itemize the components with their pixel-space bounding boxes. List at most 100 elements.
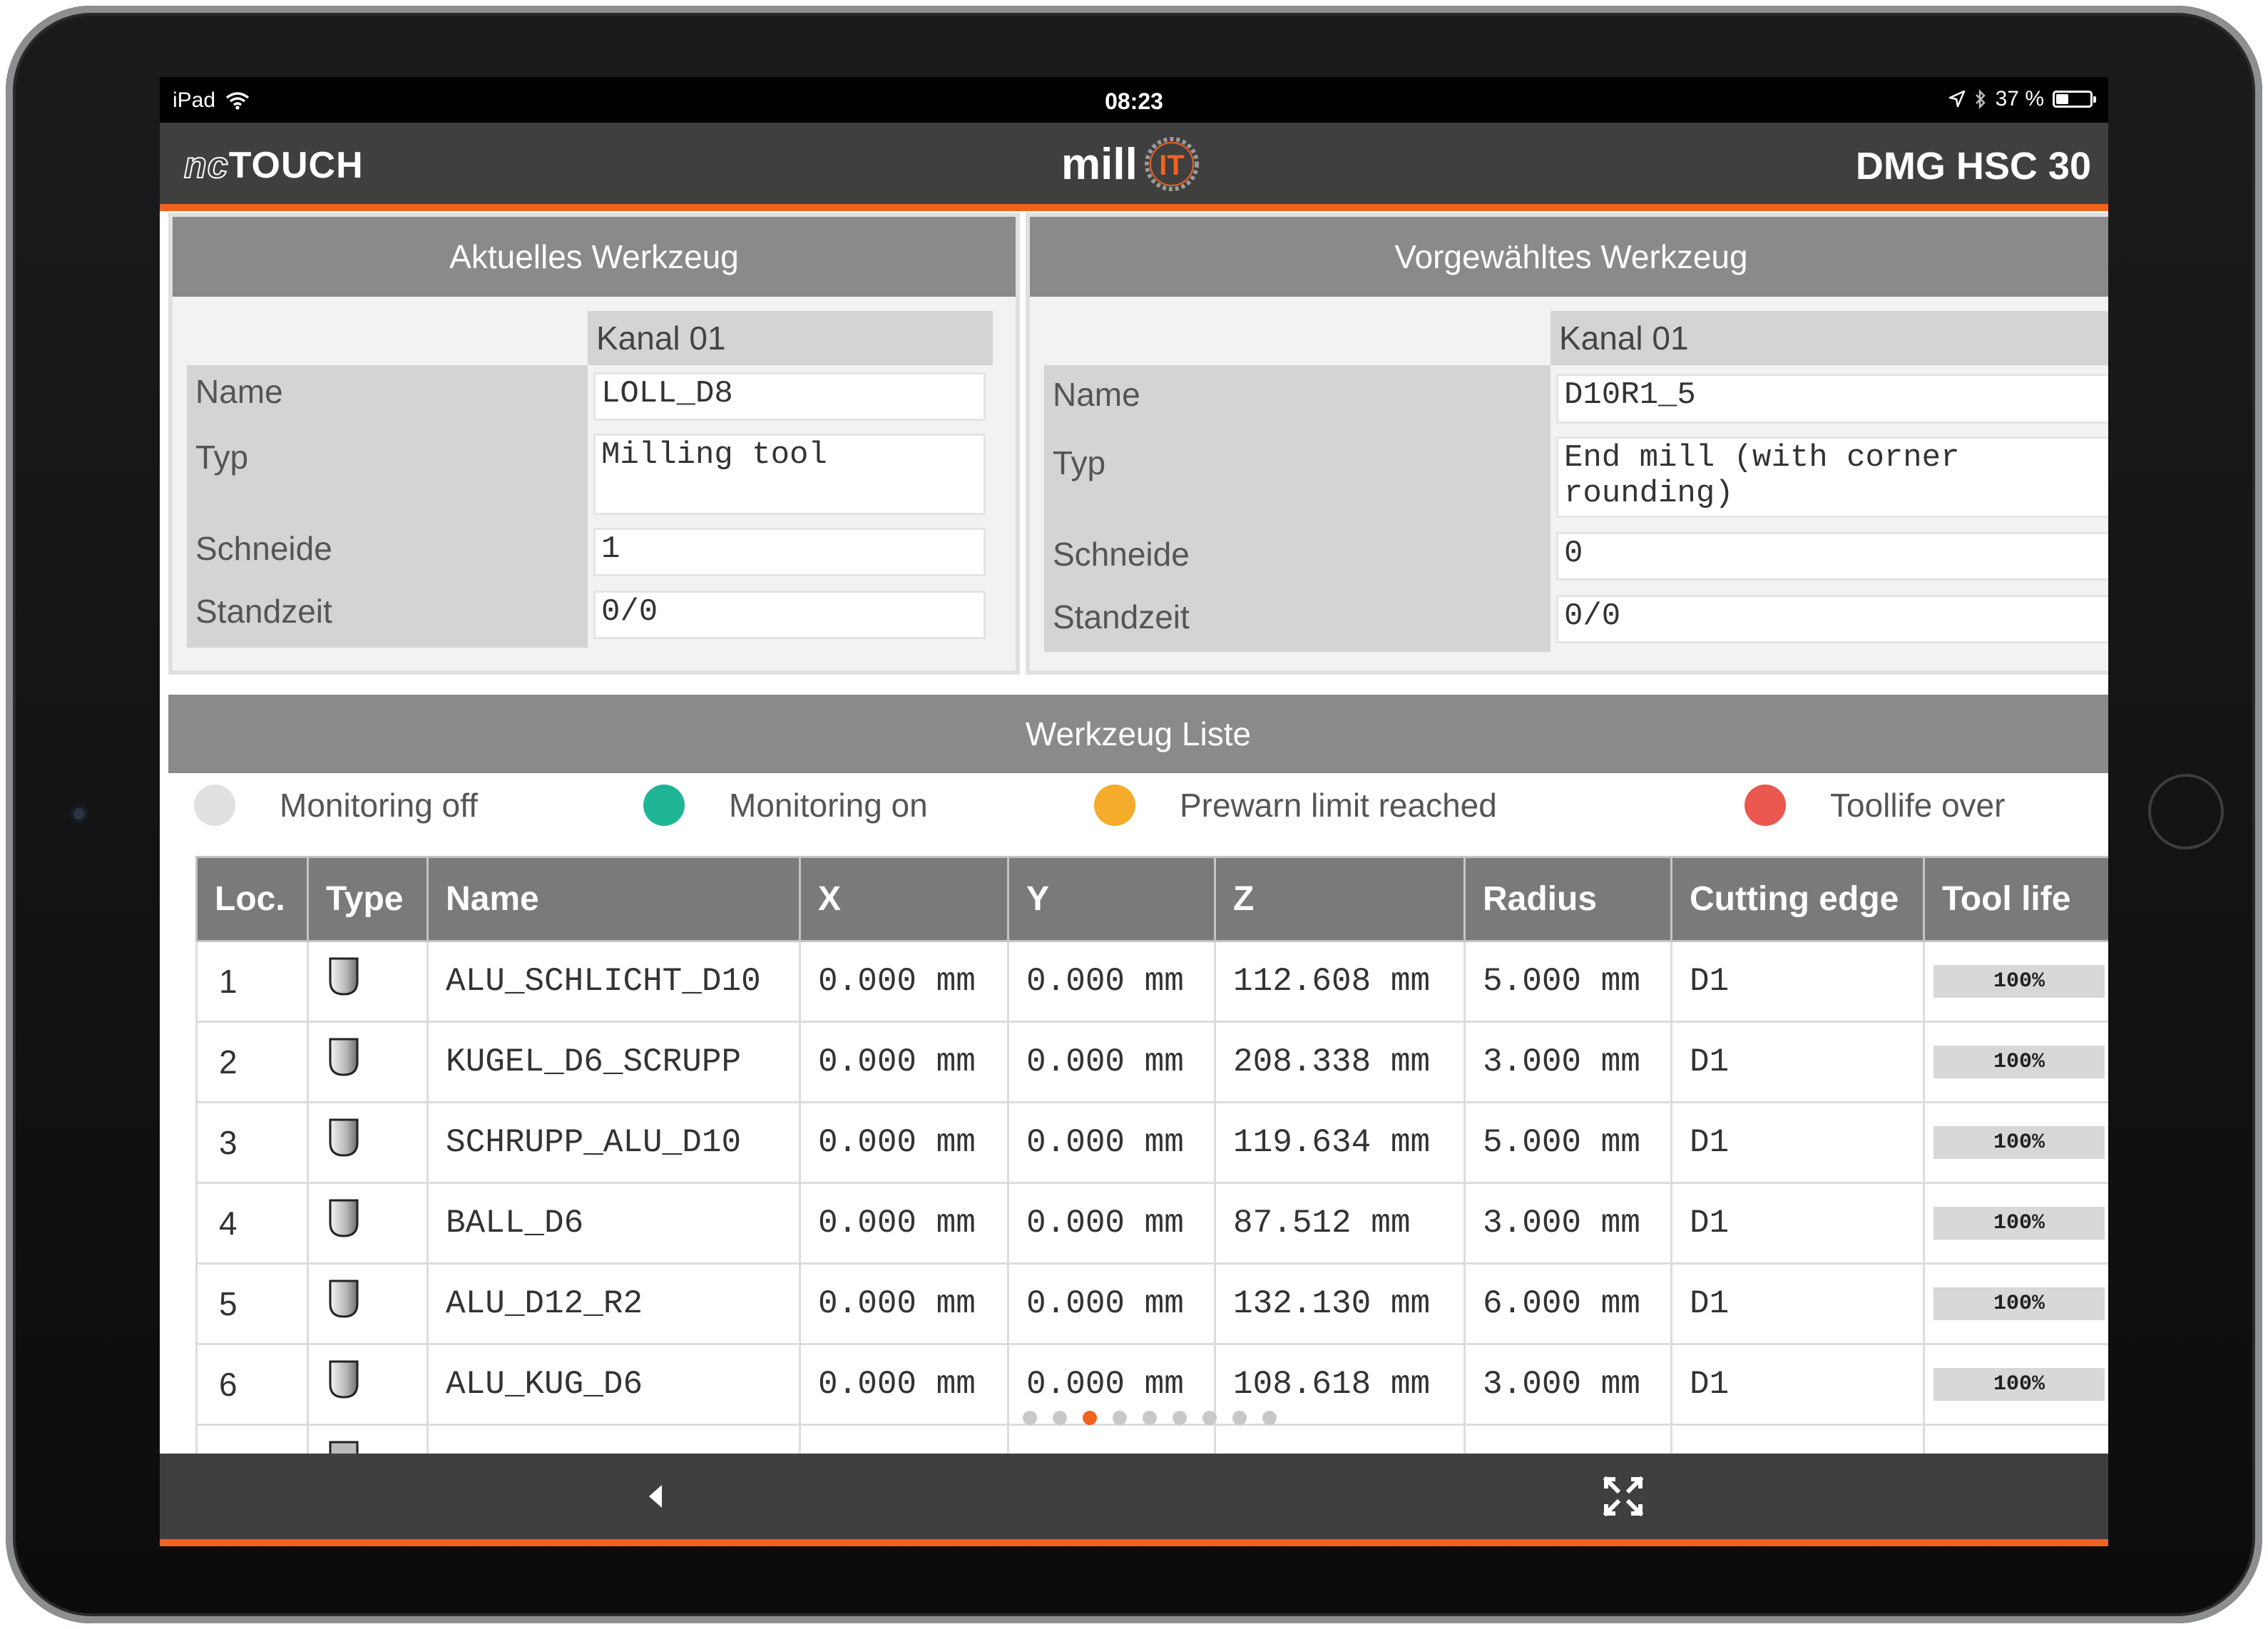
edge-label: Schneide bbox=[1053, 536, 1190, 573]
column-header-radius[interactable]: Radius bbox=[1464, 856, 1672, 942]
cell-type bbox=[307, 1101, 429, 1184]
empty-cell bbox=[1214, 1424, 1466, 1454]
current-tool-panel: Aktuelles Werkzeug Kanal 01 Name Typ Sch… bbox=[168, 213, 1020, 675]
table-row[interactable]: 2 KUGEL_D6_SCRUPP 0.000 mm 0.000 mm 208.338 … bbox=[195, 1021, 2108, 1103]
column-header-y[interactable]: Y bbox=[1007, 856, 1216, 942]
page-dot[interactable] bbox=[1262, 1411, 1277, 1425]
location-icon bbox=[1948, 90, 1965, 108]
cell-tool-life: 100% bbox=[1923, 1101, 2108, 1184]
cell-radius: 5.000 mm bbox=[1464, 940, 1672, 1023]
cell-name: ALU_KUG_D6 bbox=[426, 1343, 801, 1426]
cell-radius: 6.000 mm bbox=[1464, 1262, 1672, 1345]
front-camera bbox=[70, 805, 88, 823]
column-header-tool-life[interactable]: Tool life bbox=[1923, 856, 2108, 942]
end-mill-icon bbox=[329, 1280, 359, 1318]
legend-label: Monitoring off bbox=[280, 787, 478, 824]
legend-toollife-over: Toollife over bbox=[1745, 785, 2005, 826]
tool-life-bar: 100% bbox=[1934, 1287, 2105, 1320]
page-dot[interactable] bbox=[1113, 1411, 1127, 1425]
selected-tool-life-field: 0/0 bbox=[1556, 595, 2108, 643]
millit-logo: mill IT bbox=[1061, 133, 1202, 195]
cell-z: 108.618 mm bbox=[1214, 1343, 1466, 1426]
cell-x: 0.000 mm bbox=[799, 1343, 1009, 1426]
table-row[interactable]: 3 SCHRUPP_ALU_D10 0.000 mm 0.000 mm 119.634 … bbox=[195, 1101, 2108, 1184]
page-dot[interactable] bbox=[1143, 1411, 1157, 1425]
legend-label: Prewarn limit reached bbox=[1180, 787, 1497, 824]
cell-tool-life: 100% bbox=[1923, 940, 2108, 1023]
empty-cell bbox=[307, 1424, 429, 1454]
table-row[interactable]: 4 BALL_D6 0.000 mm 0.000 mm 87.512 mm 3.000 m… bbox=[195, 1182, 2108, 1265]
monitoring-off-dot bbox=[194, 785, 235, 826]
cell-edge: D1 bbox=[1670, 1021, 1925, 1103]
cell-x: 0.000 mm bbox=[799, 1021, 1009, 1103]
current-tool-labels: Name Typ Schneide Standzeit bbox=[187, 365, 588, 648]
table-row[interactable]: 6 ALU_KUG_D6 0.000 mm 0.000 mm 108.618 mm 3.0… bbox=[195, 1343, 2108, 1426]
cell-z: 87.512 mm bbox=[1214, 1182, 1466, 1265]
cell-loc: 2 bbox=[195, 1021, 309, 1103]
millit-logo-mark: IT bbox=[1159, 150, 1185, 181]
empty-cell bbox=[1923, 1424, 2108, 1454]
page-indicator[interactable] bbox=[1023, 1411, 1277, 1425]
edge-label: Schneide bbox=[195, 530, 332, 567]
app-header: ncTOUCH mill IT DMG HSC 30 bbox=[160, 123, 2108, 211]
legend-label: Monitoring on bbox=[729, 787, 928, 824]
table-row[interactable]: 1 ALU_SCHLICHT_D10 0.000 mm 0.000 mm 112.608… bbox=[195, 940, 2108, 1023]
column-header-loc[interactable]: Loc. bbox=[195, 856, 309, 942]
legend-monitoring-off: Monitoring off bbox=[194, 785, 478, 826]
page-dot[interactable] bbox=[1232, 1411, 1247, 1425]
bottom-toolbar bbox=[160, 1454, 2108, 1546]
chevron-left-icon[interactable] bbox=[635, 1475, 678, 1518]
legend-label: Toollife over bbox=[1830, 787, 2006, 824]
empty-cell bbox=[1007, 1424, 1216, 1454]
tool-table-container[interactable]: Loc. Type Name X Y Z Radius Cutting edge… bbox=[195, 856, 2108, 1454]
tool-life-bar: 100% bbox=[1934, 1207, 2105, 1240]
tool-life-bar: 100% bbox=[1934, 1368, 2105, 1401]
tool-list-title: Werkzeug Liste bbox=[168, 695, 2108, 773]
table-row[interactable]: 5 ALU_D12_R2 0.000 mm 0.000 mm 132.130 mm 6.0… bbox=[195, 1262, 2108, 1345]
cell-y: 0.000 mm bbox=[1007, 1262, 1216, 1345]
prewarn-dot bbox=[1094, 785, 1135, 826]
column-header-cutting-edge[interactable]: Cutting edge bbox=[1670, 856, 1925, 942]
cell-z: 208.338 mm bbox=[1214, 1021, 1466, 1103]
column-header-x[interactable]: X bbox=[799, 856, 1009, 942]
cell-x: 0.000 mm bbox=[799, 940, 1009, 1023]
type-label: Typ bbox=[1053, 444, 1106, 481]
page-dot[interactable] bbox=[1053, 1411, 1067, 1425]
cell-x: 0.000 mm bbox=[799, 1262, 1009, 1345]
current-tool-edge-field: 1 bbox=[593, 528, 986, 576]
selected-tool-title: Vorgewähltes Werkzeug bbox=[1030, 217, 2108, 297]
column-header-z[interactable]: Z bbox=[1214, 856, 1466, 942]
cell-type bbox=[307, 1262, 429, 1345]
cell-edge: D1 bbox=[1670, 1182, 1925, 1265]
end-mill-icon bbox=[329, 1199, 359, 1237]
cell-loc: 6 bbox=[195, 1343, 309, 1426]
cell-radius: 3.000 mm bbox=[1464, 1343, 1672, 1426]
selected-tool-panel: Vorgewähltes Werkzeug Kanal 01 Name Typ … bbox=[1026, 213, 2108, 675]
page-dot[interactable] bbox=[1083, 1411, 1097, 1425]
page-dot[interactable] bbox=[1173, 1411, 1187, 1425]
home-button[interactable] bbox=[2148, 774, 2224, 849]
nctouch-logo: ncTOUCH bbox=[183, 144, 364, 187]
cell-type bbox=[307, 1182, 429, 1265]
page-dot[interactable] bbox=[1023, 1411, 1037, 1425]
cell-edge: D1 bbox=[1670, 1262, 1925, 1345]
empty-cell bbox=[195, 1424, 309, 1454]
fullscreen-icon[interactable] bbox=[1602, 1475, 1645, 1518]
cell-loc: 4 bbox=[195, 1182, 309, 1265]
cell-tool-life: 100% bbox=[1923, 1343, 2108, 1426]
cell-y: 0.000 mm bbox=[1007, 1021, 1216, 1103]
column-header-type[interactable]: Type bbox=[307, 856, 429, 942]
selected-tool-name-field: D10R1_5 bbox=[1556, 374, 2108, 424]
selected-tool-edge-field: 0 bbox=[1556, 532, 2108, 581]
status-bar: iPad 08:23 37 % bbox=[160, 77, 2108, 123]
wifi-icon bbox=[225, 92, 250, 110]
cell-loc: 3 bbox=[195, 1101, 309, 1184]
cell-edge: D1 bbox=[1670, 940, 1925, 1023]
millit-logo-text: mill bbox=[1061, 139, 1138, 189]
tool-life-bar: 100% bbox=[1934, 965, 2105, 998]
table-header-row: Loc. Type Name X Y Z Radius Cutting edge… bbox=[195, 856, 2108, 942]
cell-tool-life: 100% bbox=[1923, 1262, 2108, 1345]
life-label: Standzeit bbox=[195, 593, 332, 630]
column-header-name[interactable]: Name bbox=[426, 856, 801, 942]
page-dot[interactable] bbox=[1202, 1411, 1217, 1425]
